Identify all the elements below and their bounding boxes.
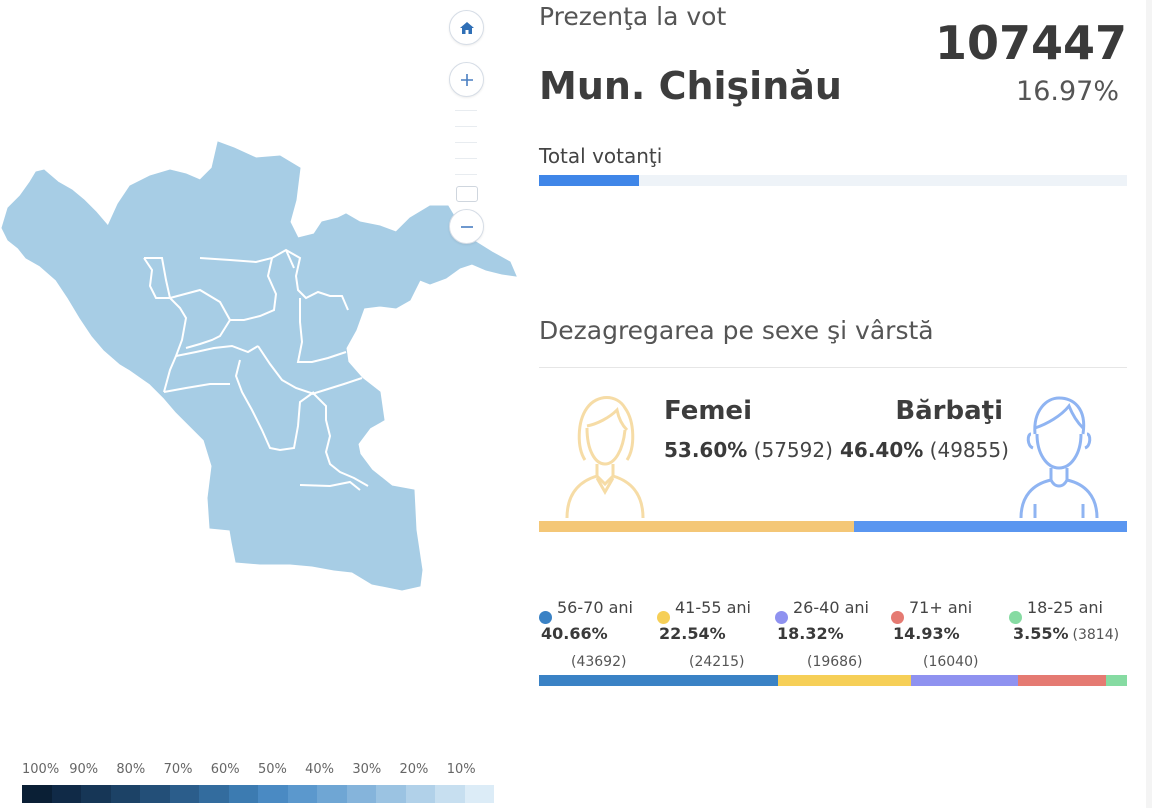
legend-color-scale (22, 785, 494, 803)
legend-swatch (199, 785, 229, 803)
turnout-title: Prezenţa la vot (539, 2, 727, 31)
legend-swatch (140, 785, 170, 803)
legend-swatch (376, 785, 406, 803)
legend-label: 50% (257, 762, 287, 777)
age-group-name: 71+ ani (909, 598, 973, 617)
legend-label: 80% (116, 762, 146, 777)
legend-swatch (228, 785, 258, 803)
female-avatar-icon (565, 396, 645, 519)
age-group-percent: 40.66% (541, 624, 608, 643)
legend-swatch (317, 785, 347, 803)
map-region-outline[interactable] (1, 141, 517, 591)
chisinau-map[interactable] (0, 130, 520, 600)
male-percent: 46.40% (840, 438, 924, 462)
legend-swatch (110, 785, 140, 803)
legend-swatch (346, 785, 376, 803)
age-group-count: (24215) (689, 654, 745, 670)
female-count: (57592) (753, 438, 833, 462)
male-count: (49855) (929, 438, 1009, 462)
legend-label: 100% (22, 762, 60, 777)
age-group-name: 56-70 ani (557, 598, 633, 617)
gender-bar-segment-female (539, 521, 855, 532)
home-button[interactable] (449, 10, 484, 45)
male-stats: 46.40% (49855) (840, 438, 1009, 462)
age-group-name: 41-55 ani (675, 598, 751, 617)
legend-swatch (51, 785, 81, 803)
age-bar-segment (910, 675, 1019, 686)
scrollbar-track[interactable] (1146, 0, 1152, 808)
district-borders (143, 248, 369, 491)
legend-swatch (435, 785, 465, 803)
age-group-percent: 22.54% (659, 624, 726, 643)
age-bar-segment (539, 675, 779, 686)
legend-swatch (405, 785, 435, 803)
gender-split-bar (539, 521, 1127, 532)
legend-swatch (287, 785, 317, 803)
legend-swatch (464, 785, 494, 803)
home-icon (459, 21, 474, 34)
age-group-percent: 18.32% (777, 624, 844, 643)
legend-swatch (81, 785, 111, 803)
age-group-dot (657, 611, 670, 624)
female-percent: 53.60% (664, 438, 748, 462)
age-group-count: (16040) (923, 654, 979, 670)
legend-swatch (169, 785, 199, 803)
age-split-bar (539, 675, 1127, 686)
age-group-count: (3814) (1072, 627, 1120, 643)
total-voters-label: Total votanţi (539, 144, 663, 168)
age-bar-segment (1018, 675, 1107, 686)
age-group-name: 26-40 ani (793, 598, 869, 617)
zoom-out-button[interactable] (449, 209, 484, 244)
total-voters-bar-fill (539, 175, 639, 186)
legend-label: 30% (352, 762, 382, 777)
breakdown-title: Dezagregarea pe sexe şi vârstă (539, 316, 934, 345)
legend-label: 60% (210, 762, 240, 777)
male-label: Bărbaţi (895, 396, 1003, 426)
color-legend: 100% 90% 80% 70% 60% 50% 40% 30% 20% 10% (22, 762, 494, 803)
total-votes-count: 107447 (934, 16, 1127, 70)
zoom-slider-handle[interactable] (456, 186, 478, 202)
zoom-slider-track[interactable] (455, 110, 477, 210)
legend-swatch (22, 785, 52, 803)
gender-bar-segment-male (854, 521, 1127, 532)
turnout-percent: 16.97% (1016, 76, 1119, 107)
age-group-dot (891, 611, 904, 624)
age-bar-segment (778, 675, 911, 686)
minus-icon (460, 225, 473, 228)
total-voters-bar (539, 175, 1127, 186)
region-name: Mun. Chişinău (539, 64, 842, 108)
legend-swatch (258, 785, 288, 803)
legend-label: 10% (446, 762, 476, 777)
legend-label: 40% (305, 762, 335, 777)
age-group-count: (43692) (571, 654, 627, 670)
age-group-name: 18-25 ani (1027, 598, 1103, 617)
male-avatar-icon (1019, 396, 1099, 519)
legend-label: 70% (163, 762, 193, 777)
age-group-count: (19686) (807, 654, 863, 670)
age-group-dot (1009, 611, 1022, 624)
legend-label: 20% (399, 762, 429, 777)
age-bar-segment (1106, 675, 1127, 686)
age-group-percent: 14.93% (893, 624, 960, 643)
map-panel: 100% 90% 80% 70% 60% 50% 40% 30% 20% 10% (0, 0, 520, 808)
divider (539, 367, 1127, 368)
legend-labels: 100% 90% 80% 70% 60% 50% 40% 30% 20% 10% (22, 762, 494, 777)
age-group-dot (775, 611, 788, 624)
female-stats: 53.60% (57592) (664, 438, 833, 462)
legend-label: 90% (69, 762, 99, 777)
plus-icon (460, 73, 473, 86)
female-label: Femei (664, 396, 752, 426)
zoom-in-button[interactable] (449, 62, 484, 97)
age-group-percent: 3.55% (3814) (1013, 624, 1120, 643)
age-group-dot (539, 611, 552, 624)
